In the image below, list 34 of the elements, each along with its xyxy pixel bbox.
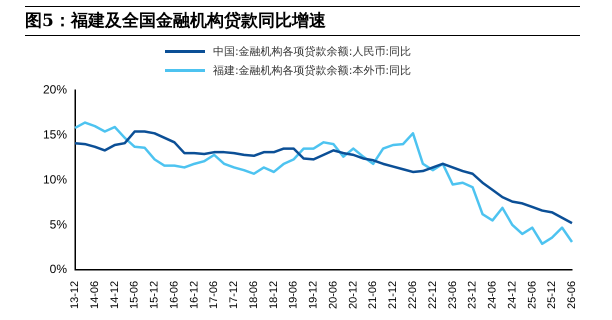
- chart-title: 图5：福建及全国金融机构贷款同比增速: [25, 6, 580, 36]
- y-tick-label: 15%: [42, 127, 68, 142]
- x-tick-label: 25-12: [546, 280, 558, 310]
- x-tick-label: 17-06: [208, 280, 220, 310]
- x-tick-label: 19-12: [308, 280, 320, 310]
- x-tick-label: 24-06: [486, 280, 499, 310]
- x-tick-label: 22-06: [406, 280, 419, 310]
- x-tick-label: 14-06: [88, 280, 101, 310]
- legend-label: 中国:金融机构各项贷款余额:人民币:同比: [213, 45, 412, 58]
- x-tick-label: 16-12: [188, 280, 200, 310]
- x-tick-label: 17-12: [228, 280, 240, 310]
- x-tick-label: 23-12: [466, 280, 479, 310]
- x-tick-label: 22-12: [426, 280, 439, 310]
- x-tick-label: 26-06: [566, 280, 578, 310]
- x-tick-label: 24-12: [506, 280, 518, 310]
- legend-label: 福建:金融机构各项贷款余额:本外币:同比: [213, 64, 412, 77]
- x-tick-label: 21-06: [367, 280, 380, 310]
- x-tick-label: 16-06: [168, 280, 180, 310]
- x-tick-label: 18-12: [268, 280, 280, 310]
- x-tick-label: 13-12: [69, 280, 82, 310]
- x-tick-label: 23-06: [446, 280, 459, 310]
- y-tick-label: 5%: [50, 217, 68, 232]
- x-tick-label: 20-12: [347, 280, 360, 310]
- x-tick-label: 15-06: [128, 280, 141, 310]
- x-tick-label: 21-12: [387, 280, 400, 310]
- x-tick-label: 20-06: [327, 280, 340, 310]
- x-tick-label: 25-06: [526, 280, 538, 310]
- x-tick-label: 14-12: [108, 280, 121, 310]
- x-tick-label: 18-06: [248, 280, 260, 310]
- x-tick-label: 19-06: [288, 280, 300, 310]
- y-tick-label: 0%: [50, 262, 68, 276]
- y-tick-label: 10%: [42, 172, 68, 186]
- x-tick-label: 15-12: [148, 280, 161, 310]
- y-tick-label: 20%: [42, 82, 68, 97]
